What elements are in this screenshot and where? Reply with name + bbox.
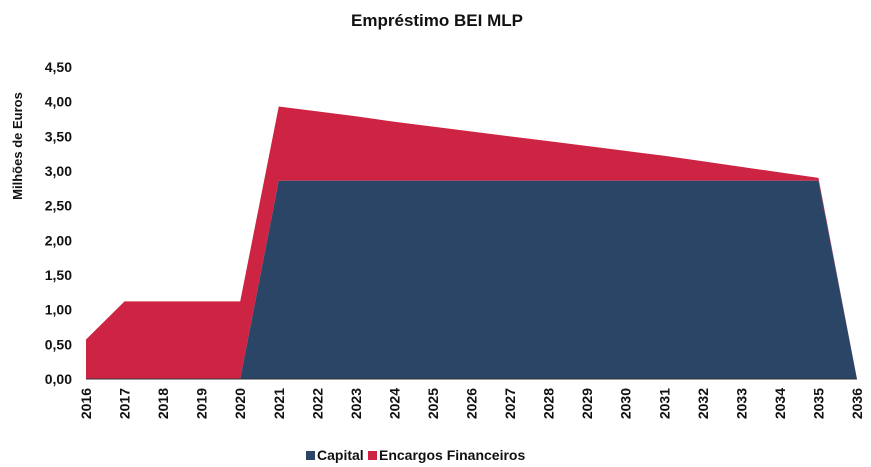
y-tick-label: 0,50 [45,336,72,352]
legend-label: Capital [317,447,364,463]
x-tick-labels: 2016 2017 2018 2019 2020 2021 2022 2023 2024 2025… [78,388,865,419]
x-tick-label: 2031 [656,388,672,419]
y-tick-label: 1,50 [45,267,72,283]
area-encargos-financeiros [86,106,857,380]
legend-swatch-capital [306,451,315,460]
x-tick-label: 2020 [232,388,248,419]
x-tick-label: 2027 [502,388,518,419]
area-series-group [86,106,857,380]
x-tick-label: 2029 [579,388,595,419]
legend: Capital Encargos Financeiros [306,447,525,463]
y-tick-label: 3,50 [45,128,72,144]
x-tick-label: 2036 [849,388,865,419]
y-tick-label: 4,50 [45,59,72,75]
legend-label: Encargos Financeiros [379,447,525,463]
area-capital [86,180,857,379]
y-axis-label: Milhões de Euros [10,92,25,200]
x-tick-label: 2023 [348,388,364,419]
y-tick-label: 0,00 [45,371,72,387]
x-tick-label: 2025 [425,388,441,419]
y-tick-labels: 0,00 0,50 1,00 1,50 2,00 2,50 3,00 3,50 4,00 4,50 [45,59,72,387]
x-tick-label: 2017 [117,388,133,419]
x-tick-label: 2033 [733,388,749,419]
x-tick-label: 2035 [810,388,826,419]
x-tick-label: 2016 [78,388,94,419]
x-tick-label: 2021 [271,388,287,419]
x-tick-label: 2034 [772,388,788,419]
x-tick-label: 2026 [464,388,480,419]
x-tick-label: 2024 [386,388,402,419]
x-tick-label: 2018 [155,388,171,419]
x-tick-label: 2028 [541,388,557,419]
x-tick-label: 2032 [695,388,711,419]
legend-swatch-encargos-financeiros [368,451,377,460]
chart-title: Empréstimo BEI MLP [351,11,523,30]
y-tick-label: 4,00 [45,94,72,110]
y-tick-label: 3,00 [45,163,72,179]
x-tick-label: 2022 [309,388,325,419]
x-tick-label: 2019 [194,388,210,419]
x-tick-label: 2030 [618,388,634,419]
y-tick-label: 2,00 [45,232,72,248]
y-tick-label: 2,50 [45,198,72,214]
y-tick-label: 1,00 [45,302,72,318]
